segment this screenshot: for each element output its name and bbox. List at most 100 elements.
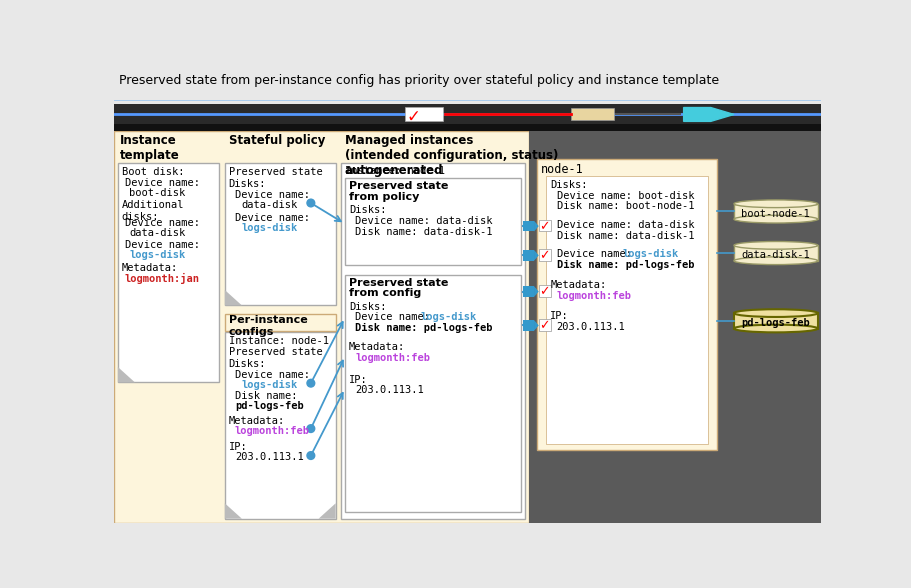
Circle shape <box>307 199 314 207</box>
Bar <box>225 163 335 305</box>
Bar <box>538 285 550 297</box>
Text: Device name:: Device name: <box>125 218 200 228</box>
Ellipse shape <box>733 309 817 317</box>
Ellipse shape <box>733 215 817 223</box>
Polygon shape <box>318 503 335 519</box>
Text: from policy: from policy <box>348 192 419 202</box>
Text: Disk name: pd-logs-feb: Disk name: pd-logs-feb <box>556 260 693 270</box>
Circle shape <box>307 379 314 387</box>
Text: Disk name: pd-logs-feb: Disk name: pd-logs-feb <box>354 323 492 333</box>
Text: Disks:: Disks: <box>229 359 266 369</box>
Text: ✓: ✓ <box>539 249 549 262</box>
Text: Per-instance
configs: Per-instance configs <box>229 315 307 337</box>
Polygon shape <box>534 220 538 232</box>
Text: Device name:: Device name: <box>235 213 310 223</box>
Text: Device name:: Device name: <box>556 249 637 259</box>
Text: Stateful policy: Stateful policy <box>229 133 324 146</box>
Bar <box>523 286 534 297</box>
Text: Disks:: Disks: <box>229 179 266 189</box>
Bar <box>538 249 550 260</box>
Bar <box>344 275 520 512</box>
Bar <box>528 131 820 523</box>
Text: ✓: ✓ <box>539 319 549 332</box>
Text: Preserved state: Preserved state <box>348 278 447 288</box>
Ellipse shape <box>733 325 817 332</box>
Ellipse shape <box>733 200 817 208</box>
Text: Device name:: Device name: <box>235 370 310 380</box>
Text: ✓: ✓ <box>539 220 549 233</box>
Text: Disk name: data-disk-1: Disk name: data-disk-1 <box>354 227 492 237</box>
Bar <box>538 220 550 232</box>
Ellipse shape <box>733 257 817 265</box>
Text: ✓: ✓ <box>406 108 420 125</box>
Text: Device name:: Device name: <box>125 178 200 188</box>
Polygon shape <box>534 320 538 331</box>
Text: Metadata:: Metadata: <box>348 342 404 352</box>
Bar <box>114 71 820 100</box>
Text: logmonth:feb: logmonth:feb <box>354 353 430 363</box>
Text: Additional
disks:: Additional disks: <box>121 200 184 222</box>
Text: logs-disk: logs-disk <box>129 250 186 260</box>
Bar <box>733 313 817 329</box>
Text: Instance
template: Instance template <box>120 133 179 162</box>
Text: logs-disk: logs-disk <box>241 380 297 390</box>
Text: logs-disk: logs-disk <box>420 312 476 322</box>
Text: logmonth:feb: logmonth:feb <box>556 291 630 301</box>
Text: Device name:: Device name: <box>125 240 200 250</box>
Text: Metadata:: Metadata: <box>549 280 606 290</box>
Text: Preserved state: Preserved state <box>348 182 447 192</box>
Polygon shape <box>225 290 241 305</box>
Text: logs-disk: logs-disk <box>621 249 678 259</box>
Bar <box>570 108 613 120</box>
Text: Disk name: boot-node-1: Disk name: boot-node-1 <box>556 202 693 212</box>
Text: data-disk-1: data-disk-1 <box>741 250 809 260</box>
Bar <box>546 176 707 444</box>
Bar <box>344 178 520 265</box>
Polygon shape <box>534 250 538 260</box>
Bar <box>523 220 534 232</box>
Polygon shape <box>225 503 241 519</box>
Text: logs-disk: logs-disk <box>241 223 297 233</box>
Bar <box>225 332 335 519</box>
Text: Device name:: Device name: <box>354 312 435 322</box>
Text: Device name: boot-disk: Device name: boot-disk <box>556 191 693 201</box>
Text: ✓: ✓ <box>539 285 549 298</box>
Text: 203.0.113.1: 203.0.113.1 <box>354 386 424 396</box>
Text: from config: from config <box>348 289 421 299</box>
Text: Preserved state from per-instance config has priority over stateful policy and i: Preserved state from per-instance config… <box>119 75 719 88</box>
Text: IP:: IP: <box>229 442 247 453</box>
Text: Managed instances
(intended configuration, status)
autogenerated: Managed instances (intended configuratio… <box>344 133 558 177</box>
Text: IP:: IP: <box>549 311 568 321</box>
Polygon shape <box>534 286 538 297</box>
Bar <box>523 320 534 331</box>
Text: data-disk: data-disk <box>241 200 297 210</box>
Polygon shape <box>118 367 135 382</box>
Text: Disks:: Disks: <box>348 302 386 312</box>
Ellipse shape <box>733 242 817 249</box>
Text: Disks:: Disks: <box>549 180 588 190</box>
Bar <box>114 131 528 523</box>
Text: Boot disk:: Boot disk: <box>121 167 184 177</box>
Circle shape <box>307 452 314 459</box>
Text: Disks:: Disks: <box>348 205 386 215</box>
Text: Device name: data-disk: Device name: data-disk <box>556 220 693 230</box>
Text: boot-node-1: boot-node-1 <box>741 209 809 219</box>
Text: node-1: node-1 <box>540 163 583 176</box>
Bar <box>733 204 817 219</box>
Text: pd-logs-feb: pd-logs-feb <box>741 318 809 328</box>
Text: boot-disk: boot-disk <box>129 188 186 198</box>
Bar <box>537 159 716 450</box>
Text: 203.0.113.1: 203.0.113.1 <box>235 453 303 463</box>
Text: Instance: node-1: Instance: node-1 <box>344 166 445 176</box>
Text: logmonth:feb: logmonth:feb <box>235 426 310 436</box>
Bar <box>538 319 550 331</box>
Bar <box>404 107 443 121</box>
Bar <box>114 125 820 131</box>
Text: 203.0.113.1: 203.0.113.1 <box>556 322 625 332</box>
Text: logmonth:jan: logmonth:jan <box>125 273 200 284</box>
Bar <box>733 245 817 260</box>
Text: Device name:: Device name: <box>235 190 310 200</box>
Text: Metadata:: Metadata: <box>229 416 284 426</box>
Text: IP:: IP: <box>348 375 367 385</box>
Text: Instance: node-1: Instance: node-1 <box>229 336 328 346</box>
